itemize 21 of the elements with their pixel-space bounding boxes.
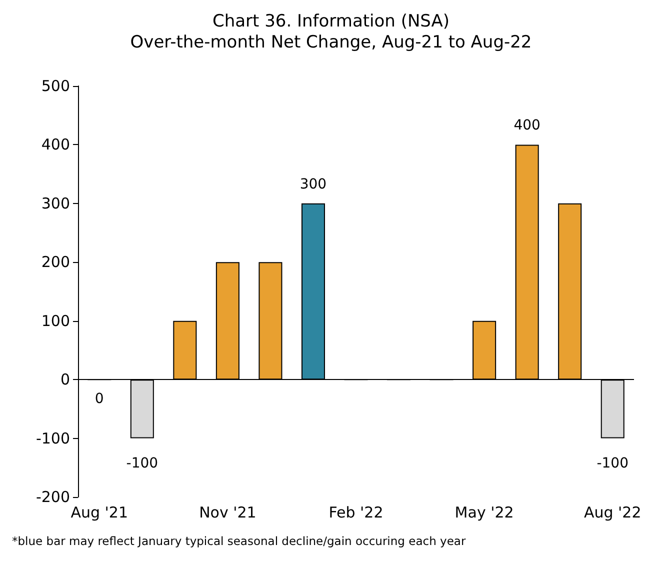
y-tick-label: 300: [41, 194, 70, 212]
text: *blue bar may reflect January typical seasonal decline/gain occuring each year: [12, 534, 466, 548]
data-label: 0: [94, 391, 104, 408]
x-tick-label: May '22: [454, 504, 514, 522]
x-tick-label: Nov '21: [199, 504, 256, 522]
data-label: 400: [514, 118, 540, 134]
y-tick-label: 0: [60, 370, 70, 389]
y-tick-label: 200: [41, 253, 70, 272]
y-tick-label: 500: [41, 77, 70, 95]
y-tick-label: 100: [41, 312, 70, 330]
y-tick-label: -100: [36, 429, 70, 448]
chart-subtitle: Over-the-month Net Change, Aug-21 to Aug-22: [130, 32, 532, 52]
x-tick-label: Aug '21: [70, 504, 128, 522]
data-label: -100: [126, 455, 158, 472]
y-tick-label: 400: [41, 136, 70, 154]
data-label: -100: [596, 455, 629, 472]
data-label: 300: [300, 176, 327, 192]
y-tick-label: -200: [36, 488, 70, 506]
x-tick-label: Feb '22: [328, 504, 384, 522]
chart-title: Chart 36. Information (NSA): [212, 12, 450, 32]
x-tick-label: Aug '22: [584, 504, 642, 522]
